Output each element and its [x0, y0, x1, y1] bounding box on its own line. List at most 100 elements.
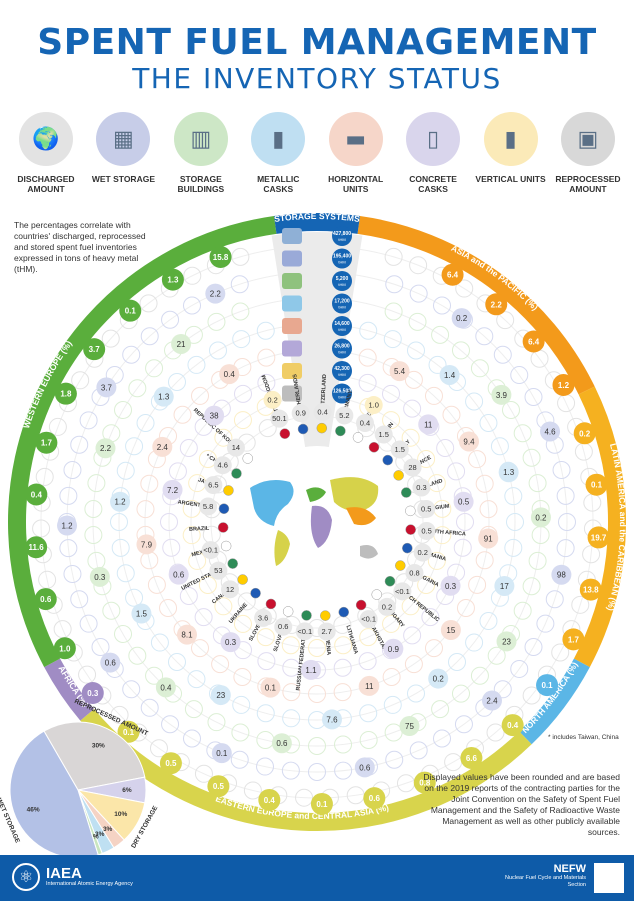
region-value: 6.4: [528, 337, 540, 346]
grid-dot: [479, 500, 498, 519]
country-value: 0.2: [417, 548, 427, 557]
grid-dot: [401, 428, 420, 447]
region-arc: [573, 386, 626, 668]
grid-dot: [431, 325, 450, 344]
country-value: 0.8: [409, 568, 419, 577]
grid-dot: [231, 302, 250, 321]
grid-dot: [424, 386, 443, 405]
grid-dot: [101, 329, 120, 348]
value-circle: [359, 610, 378, 629]
storage-unit: tHM: [338, 327, 345, 332]
pie-value-label: 30%: [92, 742, 105, 749]
grid-dot: [59, 539, 78, 558]
region-value: 0.1: [316, 800, 328, 809]
iaea-brand[interactable]: ⚛ IAEA International Atomic Energy Agenc…: [12, 863, 133, 891]
africa-shape: [310, 505, 332, 548]
grid-dot: [207, 312, 226, 331]
region-value: 0.2: [579, 429, 591, 438]
qr-code-icon[interactable]: [594, 863, 624, 893]
grid-dot: [401, 597, 420, 616]
grid-dot: [308, 737, 326, 755]
grid-dot: [510, 659, 529, 678]
grid-dot: [552, 461, 571, 480]
storage-value-badge: [332, 293, 352, 314]
region-arc: [44, 658, 95, 721]
inner-value: 0.4: [160, 683, 172, 692]
value-circle: [89, 566, 110, 587]
grid-dot: [233, 614, 252, 633]
grid-dot: [451, 341, 470, 360]
page-title: SPENT FUEL MANAGEMENT: [37, 22, 597, 63]
concrete-cask-icon: ▯: [406, 112, 461, 166]
south-america-shape: [274, 530, 290, 566]
horizontal-unit-icon: ▬: [328, 112, 383, 166]
inner-value: 7.6: [326, 715, 338, 724]
grid-dot: [470, 666, 489, 685]
grid-dot: [150, 633, 169, 652]
storage-value: 195,400: [333, 254, 351, 260]
grid-dot: [232, 695, 251, 714]
value-circle: [399, 716, 420, 737]
region-value: 0.1: [541, 681, 553, 690]
grid-dot: [490, 437, 509, 456]
region-arc: [519, 658, 590, 745]
iaea-name: IAEA: [46, 865, 82, 882]
country-value: 4.6: [218, 461, 228, 470]
storage-unit: tHM: [338, 305, 345, 310]
region-value-badge: [53, 637, 76, 660]
legend-label: REPROCESSED AMOUNT: [555, 174, 621, 194]
europe-shape: [306, 487, 326, 502]
nefw-full-name: Nuclear Fuel Cycle and Materials Section: [504, 875, 586, 888]
inner-value: 98: [557, 571, 566, 580]
grid-dot: [334, 636, 353, 655]
intro-text: The percentages correlate with countries…: [14, 220, 146, 274]
country-value: 28: [408, 463, 416, 472]
grid-dot: [194, 417, 213, 436]
grid-dot: [84, 526, 103, 545]
value-circle: [95, 438, 116, 459]
region-value-badge: [585, 473, 608, 496]
country-flag-icon: [218, 503, 230, 514]
country-value: 0.4: [317, 408, 327, 417]
inner-value: 1.5: [136, 610, 148, 619]
inner-value: 11: [365, 682, 374, 691]
inner-value: 21: [177, 340, 186, 349]
value-circle: [136, 534, 157, 555]
inner-value: 0.2: [456, 314, 468, 323]
grid-dot: [417, 576, 436, 594]
region-arc: [357, 216, 595, 395]
grid-dot: [87, 474, 106, 493]
grid-dot: [168, 462, 187, 481]
value-circle: [530, 507, 551, 528]
asia-shape: [346, 507, 376, 526]
country-flag-icon: [402, 542, 413, 554]
region-value: 0.6: [40, 595, 52, 604]
region-arc: [8, 216, 277, 668]
storage-value-badge: [332, 248, 352, 269]
grid-dot: [524, 638, 543, 656]
grid-dot: [407, 684, 425, 703]
country-flag-icon: [250, 587, 261, 599]
grid-dot: [173, 405, 192, 424]
grid-dot: [384, 247, 403, 266]
grid-dot: [160, 513, 178, 531]
storage-system-icon: [282, 385, 302, 402]
inner-value: 23: [502, 637, 511, 646]
country-value: 0.5: [421, 526, 431, 535]
region-value: 0.1: [125, 307, 137, 316]
grid-dot: [48, 417, 67, 436]
country-value: 1.5: [378, 430, 388, 439]
grid-dot: [582, 545, 601, 564]
grid-dot: [333, 658, 352, 677]
country-flag-icon: [227, 558, 238, 569]
grid-dot: [116, 564, 135, 583]
country-value: 0.2: [382, 602, 392, 611]
inner-value: 8.1: [181, 631, 193, 640]
value-circle: [176, 624, 197, 645]
grid-dot: [451, 684, 470, 703]
grid-dot: [558, 513, 576, 531]
wet-storage-icon: ▦: [96, 112, 151, 166]
grid-dot: [334, 761, 353, 780]
value-circle: [335, 406, 354, 425]
value-circle: [389, 361, 410, 382]
